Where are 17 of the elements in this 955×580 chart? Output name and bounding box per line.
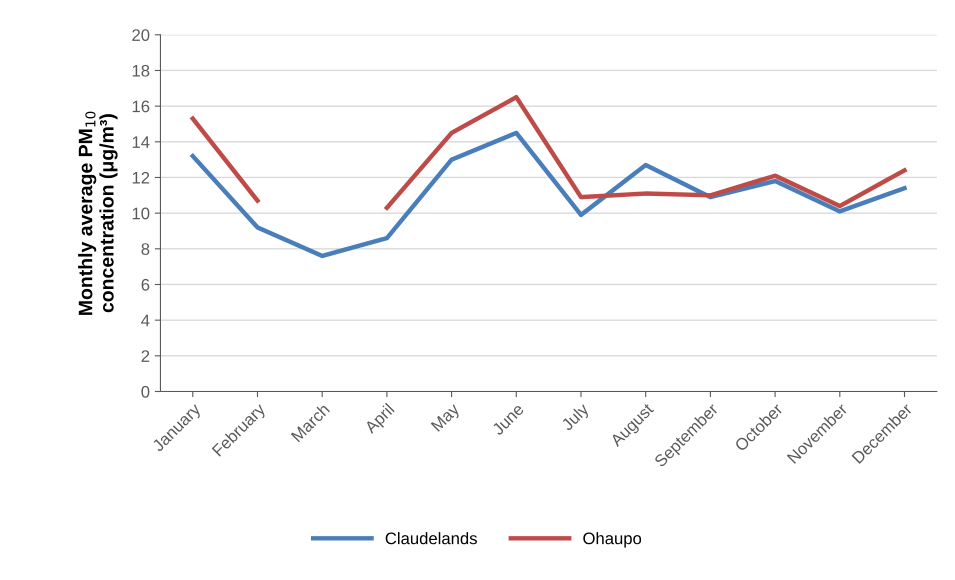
line-series [190,130,907,258]
y-tick-label: 6 [142,278,150,291]
x-tick-label: May [430,402,463,434]
legend-label: Claudelands [386,532,477,544]
y-axis-title: Monthly average PM$_{10}$ concentration (μg/m³) [78,112,118,315]
y-tick-label: 16 [132,100,150,112]
y-tick-label: 4 [141,314,150,326]
y-tick-label: 14 [132,136,150,148]
y-tick-label: 20 [132,29,150,42]
y-tick-label: 0 [141,386,150,398]
legend-label: Ohaupo [583,532,642,548]
y-tick-label: 2 [142,350,150,362]
y-tick-label: 8 [141,243,150,256]
y-tick-label: 10 [132,208,150,220]
y-tick-label: 18 [132,64,150,77]
y-tick-label: 12 [132,172,150,184]
x-tick-label: July [560,402,592,434]
